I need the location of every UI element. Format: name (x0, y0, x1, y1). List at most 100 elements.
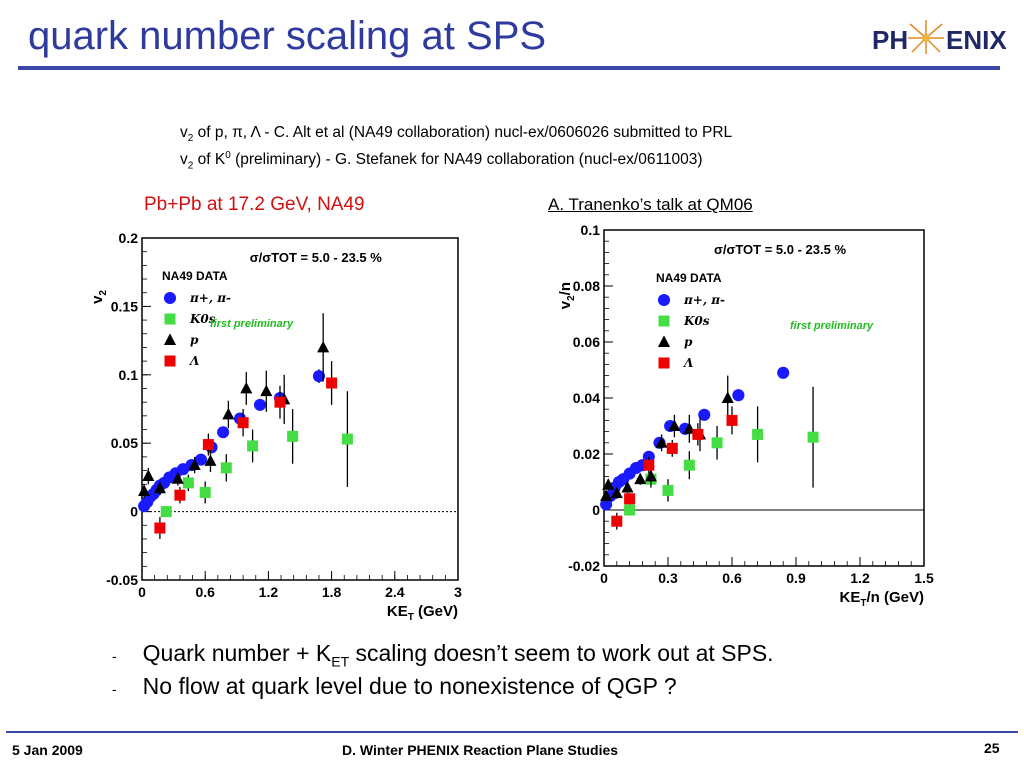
reference-line-1: v2 of p, π, Λ - C. Alt et al (NA49 colla… (180, 124, 732, 144)
legend-marker (658, 357, 670, 369)
data-point (668, 419, 681, 431)
y-tick-label: 0.04 (573, 390, 600, 406)
y-tick-label: 0 (130, 504, 138, 520)
x-tick-label: 1.2 (850, 570, 870, 586)
legend-label: π+, π- (683, 293, 725, 307)
data-point (174, 489, 186, 501)
data-point (274, 396, 286, 408)
data-point (317, 340, 330, 353)
data-point (154, 522, 166, 534)
data-point (611, 515, 623, 527)
data-point (732, 389, 745, 402)
legend-label: p (190, 333, 199, 347)
y-tick-label: 0.2 (119, 230, 139, 246)
data-point (312, 370, 326, 383)
data-point (610, 486, 623, 499)
data-point (624, 504, 636, 516)
series-square (624, 386, 819, 516)
data-point (807, 431, 819, 443)
slide-title: quark number scaling at SPS (28, 14, 547, 58)
legend-marker (658, 315, 670, 327)
legend-title: NA49 DATA (656, 271, 722, 285)
data-point (683, 459, 695, 471)
data-point (237, 417, 249, 429)
y-tick-label: 0.02 (573, 446, 600, 462)
data-point (153, 481, 166, 494)
right-plot-caption: A. Tranenko’s talk at QM06 (548, 195, 753, 214)
data-point (602, 478, 615, 490)
centrality-label: σ/σTOT = 5.0 - 23.5 % (250, 250, 383, 265)
y-tick-label: -0.05 (106, 572, 138, 588)
ref2-mid: of K (193, 151, 226, 169)
data-point (634, 472, 647, 485)
data-point (247, 440, 259, 452)
ref2-symbol: v (180, 151, 188, 169)
data-point (624, 493, 636, 505)
data-point (655, 436, 668, 448)
data-point (666, 442, 678, 454)
preliminary-annotation: first preliminary (210, 318, 294, 330)
data-point (777, 366, 790, 379)
data-point (600, 489, 613, 501)
bullet-2: - No flow at quark level due to nonexiste… (112, 673, 677, 700)
logo-text-left: PH (872, 25, 908, 55)
plot-frame (141, 237, 459, 581)
data-point (726, 414, 738, 426)
y-tick-label: 0.05 (111, 435, 138, 451)
left-plot-caption: Pb+Pb at 17.2 GeV, NA49 (144, 194, 365, 215)
x-tick-label: 1.5 (914, 570, 934, 586)
y-tick-label: 0.08 (573, 278, 600, 294)
y-tick-label: 0.1 (119, 367, 139, 383)
series-square (160, 391, 353, 518)
data-point (188, 458, 201, 471)
ref2-text: (preliminary) - G. Stefanek for NA49 col… (230, 151, 703, 169)
ref1-subscript: 2 (187, 133, 194, 145)
x-tick-label: 0 (600, 570, 608, 586)
footer-title: D. Winter PHENIX Reaction Plane Studies (342, 742, 619, 758)
data-point (692, 428, 704, 440)
x-tick-label: 1.8 (322, 584, 342, 600)
bullet-1: - Quark number + KET scaling doesn’t seem… (112, 640, 774, 670)
x-tick-label: 0.6 (195, 584, 215, 600)
preliminary-annotation: first preliminary (790, 320, 874, 332)
plot-frame (603, 229, 925, 567)
data-point (204, 454, 217, 466)
page-number: 25 (984, 740, 1000, 756)
legend-label: π+, π- (189, 291, 231, 305)
legend-marker (163, 291, 177, 305)
series-square (154, 361, 338, 539)
legend-label: p (684, 335, 693, 349)
bullet-1-text-end: scaling doesn’t seem to work out at SPS. (349, 640, 774, 666)
ref1-symbol: v (180, 124, 188, 141)
data-point (752, 428, 764, 440)
data-point (644, 469, 657, 482)
centrality-label: σ/σTOT = 5.0 - 23.5 % (714, 242, 847, 257)
logo-text-right: ENIX (946, 25, 1007, 55)
data-point (202, 439, 214, 451)
x-tick-label: 2.4 (385, 584, 405, 600)
bullet-1-subscript: ET (331, 653, 350, 670)
y-tick-label: 0.06 (573, 334, 600, 350)
data-point (341, 433, 353, 445)
firebird-icon (908, 20, 944, 54)
data-point (220, 462, 232, 474)
reference-line-2: v2 of K0 (preliminary) - G. Stefanek for… (180, 150, 703, 171)
x-axis-label: KET (GeV) (387, 603, 458, 620)
footer-divider (6, 731, 1018, 733)
legend-marker (657, 293, 671, 307)
y-axis-label: v2/n (557, 282, 577, 309)
legend-label: K0s (189, 312, 216, 326)
x-tick-label: 3 (454, 584, 462, 600)
data-point (326, 377, 338, 389)
data-point (621, 481, 634, 493)
data-point (662, 484, 674, 496)
phenix-logo: PH ENIX (868, 18, 1018, 62)
y-tick-label: 0.15 (111, 298, 138, 314)
data-point (194, 453, 208, 466)
data-point (138, 484, 151, 497)
bullet-2-marker: - (112, 681, 117, 697)
y-tick-label: 0.1 (581, 222, 601, 238)
x-axis-label: KET/n (GeV) (840, 589, 924, 609)
